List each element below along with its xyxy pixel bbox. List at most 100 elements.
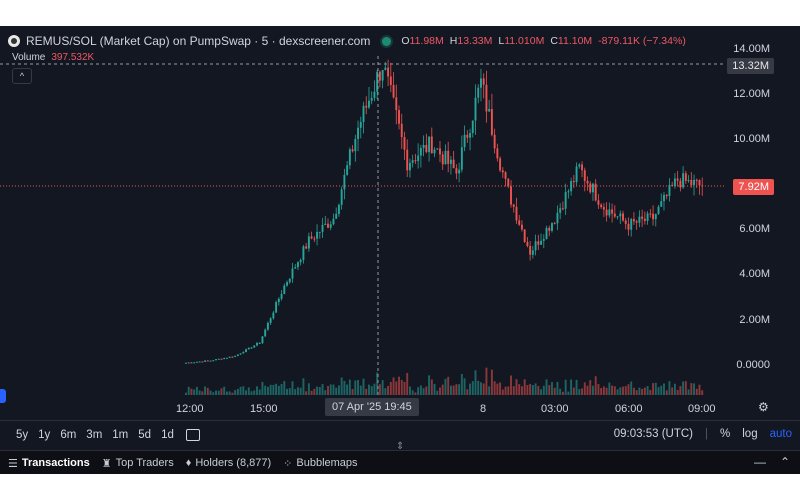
volume-bar bbox=[507, 386, 510, 395]
volume-bar bbox=[632, 387, 635, 395]
price-chart[interactable] bbox=[0, 26, 800, 420]
volume-bar bbox=[299, 387, 302, 395]
volume-bar bbox=[499, 382, 502, 395]
volume-bar bbox=[332, 384, 335, 395]
volume-bar bbox=[480, 382, 482, 395]
volume-bar bbox=[378, 384, 381, 395]
volume-bar bbox=[201, 391, 204, 395]
candle bbox=[460, 147, 463, 170]
chevron-expand-icon[interactable]: ⌃ bbox=[779, 455, 790, 469]
volume-bar bbox=[613, 386, 616, 395]
range-5y-button[interactable]: 5y bbox=[16, 429, 29, 441]
candle bbox=[433, 149, 436, 154]
volume-bar bbox=[624, 386, 627, 395]
candle bbox=[627, 223, 630, 230]
log-toggle[interactable]: log bbox=[742, 428, 758, 440]
minimize-icon[interactable]: — bbox=[753, 455, 766, 469]
candle bbox=[608, 209, 611, 216]
range-1y-button[interactable]: 1y bbox=[38, 429, 51, 441]
candle bbox=[578, 164, 581, 167]
volume-bar bbox=[225, 391, 228, 395]
collapse-legend-button[interactable]: ^ bbox=[12, 68, 32, 84]
range-1d-button[interactable]: 1d bbox=[161, 429, 174, 441]
candle bbox=[253, 345, 256, 348]
candle bbox=[406, 149, 409, 171]
candle bbox=[425, 144, 428, 153]
volume-bar bbox=[406, 373, 409, 395]
time-tick: 03:00 bbox=[541, 403, 569, 415]
candle bbox=[646, 213, 649, 221]
candle bbox=[357, 127, 360, 140]
range-1m-button[interactable]: 1m bbox=[112, 429, 129, 441]
volume-bar bbox=[428, 375, 431, 395]
candle bbox=[258, 343, 261, 345]
candle bbox=[630, 219, 633, 230]
volume-bar bbox=[370, 386, 373, 395]
candle bbox=[665, 194, 668, 197]
volume-bar bbox=[646, 386, 649, 395]
percent-toggle[interactable]: % bbox=[720, 428, 731, 440]
candle bbox=[561, 208, 564, 210]
candle bbox=[690, 179, 693, 185]
volume-bar bbox=[556, 381, 559, 395]
volume-bar bbox=[187, 386, 190, 395]
candle bbox=[485, 84, 488, 112]
candle bbox=[540, 240, 543, 245]
volume-bar bbox=[359, 385, 362, 395]
volume-bar bbox=[463, 378, 466, 395]
candle bbox=[332, 218, 335, 225]
volume-bar bbox=[654, 382, 657, 395]
tab-holders[interactable]: ♦ Holders (8,877) bbox=[185, 457, 272, 469]
volume-bar bbox=[286, 388, 288, 395]
candle bbox=[359, 121, 362, 128]
candle bbox=[635, 221, 638, 223]
chart-panel[interactable]: REMUS/SOL (Market Cap) on PumpSwap · 5 ·… bbox=[0, 26, 800, 474]
candle bbox=[395, 97, 398, 111]
volume-bar bbox=[305, 391, 308, 395]
calendar-icon[interactable] bbox=[185, 429, 200, 441]
volume-bar bbox=[663, 383, 665, 395]
candle bbox=[537, 241, 540, 245]
tab-transactions[interactable]: ☰ Transactions bbox=[8, 457, 90, 470]
volume-bar bbox=[258, 389, 261, 395]
volume-bar bbox=[228, 391, 231, 395]
candle bbox=[261, 336, 264, 344]
volume-bar bbox=[548, 385, 551, 395]
auto-scale-toggle[interactable]: auto bbox=[769, 428, 792, 440]
candle bbox=[652, 213, 655, 220]
candle bbox=[392, 85, 395, 98]
side-panel-handle[interactable] bbox=[0, 389, 6, 403]
volume-bar bbox=[693, 383, 695, 395]
price-tick: 12.00M bbox=[733, 88, 770, 100]
candle bbox=[228, 356, 231, 358]
resize-handle-icon[interactable]: ⇕ bbox=[396, 441, 405, 452]
volume-bar bbox=[597, 384, 600, 395]
volume-bar bbox=[236, 388, 239, 395]
volume-bar bbox=[441, 384, 444, 395]
utc-clock[interactable]: 09:03:53 (UTC) bbox=[613, 428, 694, 440]
volume-bar bbox=[264, 385, 267, 395]
settings-gear-icon[interactable]: ⚙ bbox=[758, 400, 769, 414]
volume-bar bbox=[368, 384, 370, 395]
volume-bar bbox=[288, 388, 291, 395]
tab-bubblemaps[interactable]: ⁘ Bubblemaps bbox=[283, 457, 358, 470]
candle bbox=[204, 360, 207, 362]
range-6m-button[interactable]: 6m bbox=[60, 429, 77, 441]
candle bbox=[275, 302, 278, 313]
volume-bar bbox=[302, 378, 305, 395]
trophy-icon: ♜ bbox=[101, 457, 112, 470]
volume-bar bbox=[212, 392, 215, 395]
range-5d-button[interactable]: 5d bbox=[138, 429, 152, 441]
candle bbox=[187, 362, 190, 364]
volume-bar bbox=[433, 383, 436, 395]
range-3m-button[interactable]: 3m bbox=[86, 429, 103, 441]
volume-bar bbox=[515, 379, 518, 395]
candle bbox=[490, 109, 493, 135]
tab-top-traders[interactable]: ♜ Top Traders bbox=[101, 457, 174, 470]
volume-bar bbox=[474, 370, 477, 395]
candle bbox=[348, 149, 351, 166]
candle bbox=[611, 209, 614, 214]
volume-bar bbox=[430, 379, 433, 395]
candle bbox=[616, 216, 619, 218]
candle bbox=[307, 236, 310, 249]
